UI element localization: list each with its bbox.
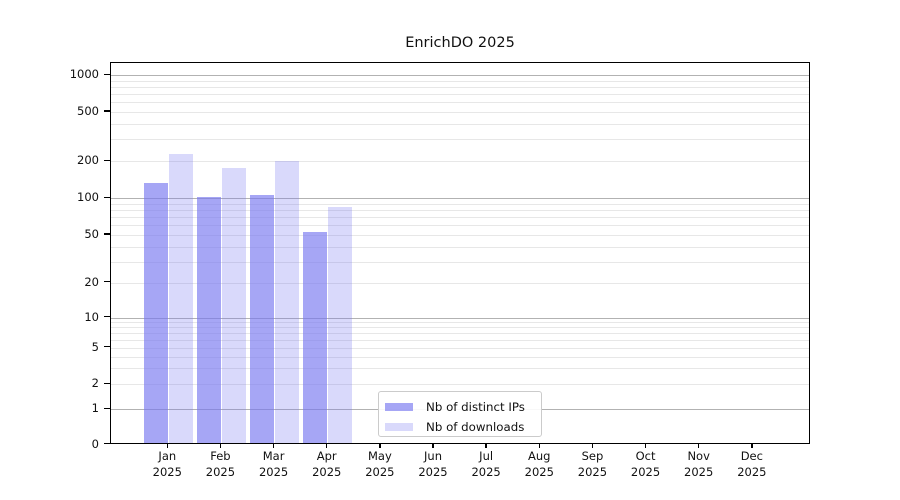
- legend-item-downloads: Nb of downloads: [385, 418, 541, 435]
- minor-gridline: [111, 356, 809, 358]
- minor-gridline: [111, 235, 809, 236]
- x-tick-mark: [325, 443, 328, 448]
- x-tick-label: Mar 2025: [258, 449, 289, 479]
- minor-gridline: [111, 261, 809, 263]
- y-tick-mark: [104, 233, 110, 235]
- x-tick-label: Aug 2025: [524, 449, 554, 479]
- y-tick-mark: [104, 196, 110, 199]
- y-tick-label: 5: [91, 339, 99, 354]
- minor-gridline: [111, 327, 809, 329]
- x-tick-label: Jul 2025: [471, 449, 501, 479]
- x-tick-label: Jan 2025: [152, 449, 182, 479]
- minor-gridline: [111, 246, 809, 248]
- y-tick-label: 2: [91, 376, 99, 391]
- bar-downloads: [275, 161, 300, 444]
- y-tick-mark: [104, 442, 110, 445]
- y-tick-mark: [104, 159, 110, 162]
- bar-distinct-ips: [143, 183, 168, 444]
- y-tick-label: 1: [91, 401, 99, 416]
- x-tick-mark: [272, 443, 275, 448]
- y-tick-label: 0: [91, 436, 99, 451]
- x-tick-mark: [219, 443, 222, 448]
- y-tick-label: 1000: [69, 67, 99, 82]
- y-tick-label: 50: [84, 227, 99, 241]
- minor-gridline: [111, 282, 809, 284]
- x-tick-mark: [485, 443, 487, 448]
- legend-swatch-downloads: [385, 422, 413, 431]
- legend-item-distinct-ips: Nb of distinct IPs: [385, 398, 541, 415]
- legend-swatch-distinct-ips: [385, 402, 413, 411]
- minor-gridline: [111, 225, 809, 227]
- minor-gridline: [111, 80, 809, 82]
- x-tick-label: Nov 2025: [684, 449, 714, 479]
- bar-distinct-ips: [303, 231, 328, 444]
- y-tick-label: 10: [84, 309, 99, 324]
- major-gridline: [111, 75, 809, 77]
- minor-gridline: [111, 102, 809, 104]
- minor-gridline: [111, 203, 809, 205]
- minor-gridline: [111, 161, 809, 163]
- bar-distinct-ips: [196, 197, 221, 444]
- x-tick-label: Feb 2025: [205, 449, 236, 479]
- minor-gridline: [111, 94, 809, 96]
- bar-downloads: [328, 206, 353, 444]
- x-tick-label: Apr 2025: [312, 449, 342, 479]
- y-tick-mark: [104, 315, 110, 318]
- minor-gridline: [111, 124, 809, 125]
- y-tick-mark: [104, 382, 110, 385]
- major-gridline: [111, 317, 809, 319]
- x-tick-label: Sep 2025: [577, 449, 608, 479]
- y-tick-mark: [104, 110, 110, 112]
- y-tick-label: 20: [84, 274, 99, 289]
- major-gridline: [111, 198, 809, 200]
- legend-label: Nb of distinct IPs: [426, 399, 525, 414]
- x-tick-mark: [644, 443, 647, 448]
- chart-title: EnrichDO 2025: [405, 35, 515, 51]
- y-tick-mark: [104, 280, 110, 283]
- y-tick-mark: [104, 73, 110, 76]
- x-tick-mark: [538, 443, 541, 448]
- minor-gridline: [111, 217, 809, 219]
- x-tick-mark: [751, 443, 753, 448]
- y-tick-mark: [104, 345, 110, 348]
- x-tick-label: May 2025: [365, 449, 395, 479]
- minor-gridline: [111, 339, 809, 341]
- y-tick-mark: [104, 407, 110, 410]
- legend-label: Nb of downloads: [426, 419, 525, 434]
- minor-gridline: [111, 87, 809, 89]
- y-tick-label: 100: [77, 190, 99, 205]
- x-tick-mark: [697, 443, 700, 448]
- minor-gridline: [111, 384, 809, 386]
- x-tick-label: Oct 2025: [630, 449, 661, 479]
- x-tick-mark: [166, 443, 169, 448]
- bar-distinct-ips: [249, 194, 274, 444]
- minor-gridline: [111, 347, 809, 349]
- legend: Nb of distinct IPs Nb of downloads: [378, 391, 542, 437]
- x-tick-mark: [432, 443, 434, 448]
- minor-gridline: [111, 139, 809, 141]
- y-tick-label: 200: [77, 153, 99, 168]
- y-tick-label: 500: [77, 104, 99, 118]
- minor-gridline: [111, 322, 809, 324]
- minor-gridline: [111, 112, 809, 113]
- minor-gridline: [111, 333, 809, 335]
- minor-gridline: [111, 368, 809, 370]
- x-tick-mark: [591, 443, 594, 448]
- x-tick-label: Jun 2025: [418, 449, 448, 479]
- plot-area: [110, 62, 810, 444]
- x-tick-label: Dec 2025: [737, 449, 767, 479]
- minor-gridline: [111, 210, 809, 212]
- bar-downloads: [222, 167, 247, 444]
- x-tick-mark: [379, 443, 381, 448]
- bar-downloads: [169, 153, 193, 444]
